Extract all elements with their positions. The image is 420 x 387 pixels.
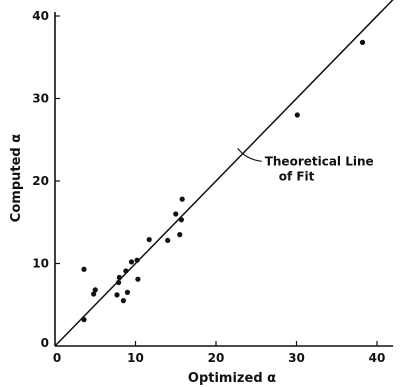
theoretical-fit-line — [54, 0, 394, 347]
data-point — [177, 232, 183, 238]
data-point — [179, 196, 185, 202]
data-point — [135, 276, 141, 282]
data-point — [178, 217, 184, 223]
data-point — [92, 287, 98, 293]
data-point — [123, 268, 129, 274]
data-point — [120, 298, 127, 304]
annotation-text-line-2: of Fit — [279, 169, 315, 183]
annotation-text-line-1: Theoretical Line — [265, 154, 374, 168]
y-axis-title: Computed α — [9, 134, 24, 222]
data-point — [134, 257, 140, 263]
y-tick-label-0: 0 — [41, 336, 49, 350]
data-point — [359, 39, 366, 46]
x-axis-title: Optimized α — [188, 371, 276, 386]
data-point — [81, 266, 87, 272]
data-points — [81, 39, 366, 323]
x-tick-label-20: 20 — [208, 351, 225, 365]
y-tick-label-20: 20 — [32, 174, 49, 188]
data-point — [124, 289, 131, 295]
x-tick-label-10: 10 — [127, 351, 144, 365]
data-point — [81, 317, 87, 323]
ticks: 0 10 20 30 40 0 10 20 30 40 — [32, 9, 385, 365]
data-point — [91, 291, 97, 297]
y-tick-label-30: 30 — [32, 92, 49, 106]
y-tick-label-40: 40 — [32, 9, 49, 23]
data-point — [115, 279, 122, 286]
annotation-arrow — [237, 147, 262, 162]
data-point — [116, 274, 122, 281]
data-point — [294, 112, 300, 118]
data-point — [165, 237, 171, 243]
data-point — [173, 211, 179, 217]
data-point — [128, 259, 135, 265]
x-tick-label-40: 40 — [369, 351, 386, 365]
axes — [54, 12, 394, 347]
data-point — [114, 292, 120, 298]
x-tick-label-0: 0 — [53, 351, 61, 365]
annotation: Theoretical Line of Fit — [237, 147, 374, 183]
data-point — [146, 236, 152, 243]
y-tick-label-10: 10 — [32, 257, 49, 271]
x-tick-label-30: 30 — [288, 351, 305, 365]
